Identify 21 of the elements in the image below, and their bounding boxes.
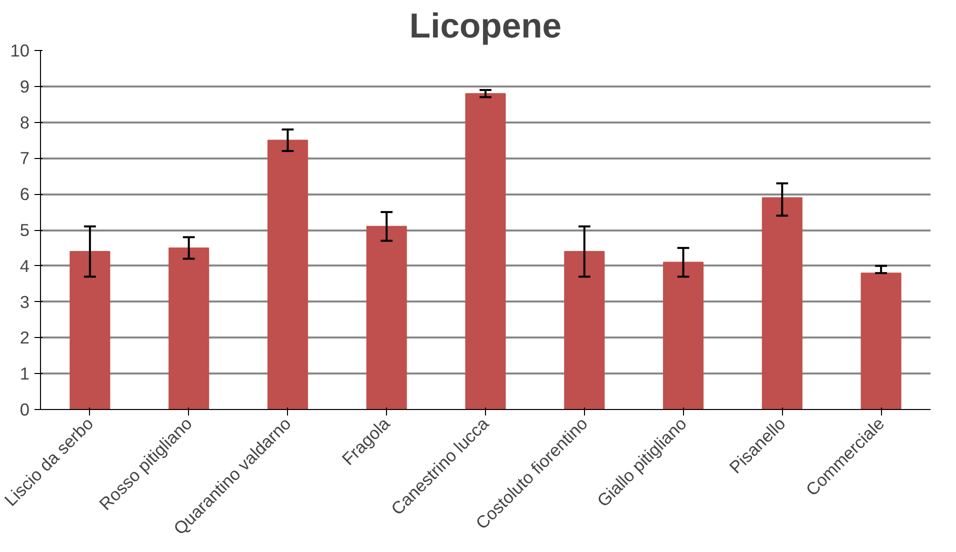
y-tick-label: 10: [10, 40, 30, 60]
bar: [70, 251, 110, 410]
y-tick-label: 2: [20, 328, 30, 348]
bar: [564, 251, 605, 410]
y-tick-label: 9: [20, 76, 30, 96]
bar: [663, 262, 704, 410]
bar: [860, 272, 902, 410]
bar: [267, 140, 308, 410]
y-tick-label: 8: [20, 112, 30, 132]
y-tick-label: 5: [20, 220, 30, 240]
bar: [366, 226, 407, 410]
y-tick-label: 7: [20, 148, 30, 168]
y-tick-label: 4: [20, 256, 30, 276]
y-tick-label: 6: [20, 184, 30, 204]
bar: [762, 197, 802, 410]
bar: [465, 93, 506, 410]
bar: [168, 247, 210, 410]
y-tick-label: 0: [20, 400, 30, 420]
chart-title: Licopene: [409, 8, 562, 46]
y-tick-label: 3: [20, 292, 30, 312]
y-tick-label: 1: [20, 364, 30, 384]
